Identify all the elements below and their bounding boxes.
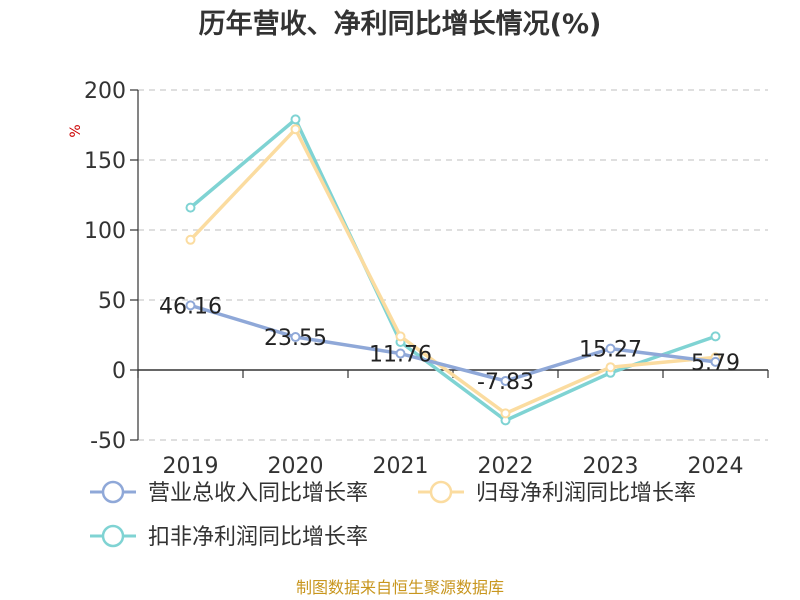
legend-marker-icon — [101, 480, 125, 504]
y-tick-label: 0 — [112, 359, 126, 384]
data-source-note: 制图数据来自恒生聚源数据库 — [296, 578, 504, 597]
data-label: -7.83 — [477, 370, 534, 395]
legend-item-2[interactable]: 归母净利润同比增长率 — [418, 480, 696, 506]
legend-marker-icon — [429, 480, 453, 504]
gridlines — [138, 89, 768, 441]
data-point[interactable] — [605, 362, 616, 373]
data-label: 11.76 — [369, 343, 432, 368]
data-point[interactable] — [395, 331, 406, 342]
data-point[interactable] — [185, 234, 196, 245]
legend-marker-icon — [101, 524, 125, 548]
data-point[interactable] — [710, 356, 721, 367]
x-tick-label: 2021 — [373, 454, 429, 479]
data-point[interactable] — [710, 331, 721, 342]
y-axis-unit-label: % — [68, 124, 84, 137]
legend-item-1[interactable]: 营业总收入同比增长率 — [90, 480, 368, 506]
y-tick-label: 150 — [84, 149, 126, 174]
data-label: 5.79 — [691, 351, 740, 376]
x-tick-label: 2022 — [478, 454, 534, 479]
data-point[interactable] — [185, 300, 196, 311]
data-point[interactable] — [500, 408, 511, 419]
data-point[interactable] — [605, 343, 616, 354]
data-labels: 46.16 23.55 11.76 -7.83 15.27 5.79 — [159, 294, 740, 395]
chart-title: 历年营收、净利同比增长情况(%) — [199, 8, 602, 40]
y-tick-label: -50 — [90, 429, 126, 454]
y-tick-label: 200 — [84, 79, 126, 104]
x-tick-label: 2020 — [268, 454, 324, 479]
data-point[interactable] — [395, 348, 406, 359]
y-tick-label: 100 — [84, 219, 126, 244]
axes: 200 150 100 50 0 -50 2019 2020 2021 2022 2023 2024 — [84, 79, 769, 479]
data-label: 46.16 — [159, 294, 222, 319]
data-point[interactable] — [290, 332, 301, 343]
x-tick-label: 2019 — [163, 454, 219, 479]
legend-label: 营业总收入同比增长率 — [148, 481, 368, 506]
x-tick-label: 2024 — [688, 454, 744, 479]
legend-label: 扣非净利润同比增长率 — [148, 525, 368, 550]
x-tick-label: 2023 — [583, 454, 639, 479]
series-lines — [185, 114, 721, 426]
y-tick-label: 50 — [98, 289, 126, 314]
series-line-2 — [189, 127, 716, 416]
legend-item-3[interactable]: 扣非净利润同比增长率 — [90, 524, 368, 550]
data-point[interactable] — [290, 124, 301, 135]
data-point[interactable] — [290, 114, 301, 125]
legend-label: 归母净利润同比增长率 — [476, 481, 696, 506]
series-line-1 — [189, 303, 716, 383]
data-point[interactable] — [185, 202, 196, 213]
data-point[interactable] — [500, 375, 511, 386]
data-label: 15.27 — [579, 338, 642, 363]
data-label: 23.55 — [264, 326, 327, 351]
